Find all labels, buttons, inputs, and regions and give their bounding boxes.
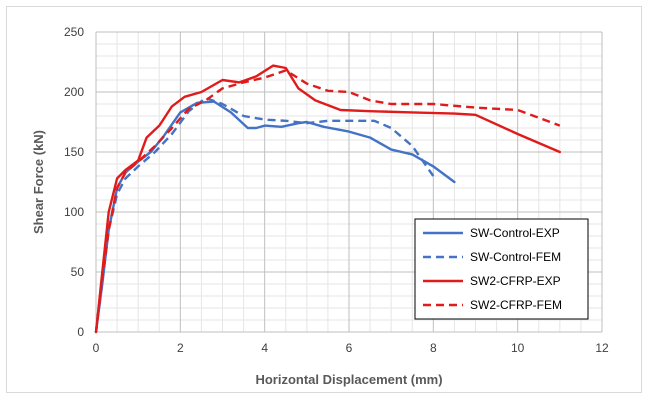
series-line-sw2-cfrp-fem (94, 69, 561, 333)
legend-label: SW2-CFRP-FEM (470, 298, 562, 312)
y-axis-title: Shear Force (kN) (31, 130, 46, 234)
x-axis-title: Horizontal Displacement (mm) (255, 372, 442, 387)
x-tick-label: 2 (177, 341, 184, 355)
legend-label: SW-Control-FEM (470, 250, 561, 264)
legend-box (414, 218, 589, 320)
legend: SW-Control-EXP SW-Control-FEM SW2-CFRP-EXP… (414, 218, 589, 320)
axes (95, 32, 602, 333)
y-tick-label: 250 (64, 25, 84, 39)
legend-label: SW-Control-EXP (470, 226, 560, 240)
x-tick-label: 12 (595, 341, 609, 355)
x-tick-label: 0 (93, 341, 100, 355)
y-tick-label: 150 (64, 145, 84, 159)
x-tick-label: 8 (430, 341, 437, 355)
y-tick-label: 50 (71, 265, 85, 279)
x-tick-label: 6 (346, 341, 353, 355)
y-tick-label: 100 (64, 205, 84, 219)
series-line-sw-control-fem (94, 96, 435, 333)
legend-label: SW2-CFRP-EXP (470, 274, 561, 288)
y-tick-label: 0 (77, 325, 84, 339)
series-line-sw2-cfrp-exp (94, 64, 561, 334)
y-tick-label: 200 (64, 85, 84, 99)
x-tick-label: 10 (511, 341, 525, 355)
tick-labels: 0 2 4 6 8 10 12 0 50 100 150 200 250 (64, 25, 609, 355)
series-lines (94, 64, 561, 334)
x-tick-label: 4 (261, 341, 268, 355)
